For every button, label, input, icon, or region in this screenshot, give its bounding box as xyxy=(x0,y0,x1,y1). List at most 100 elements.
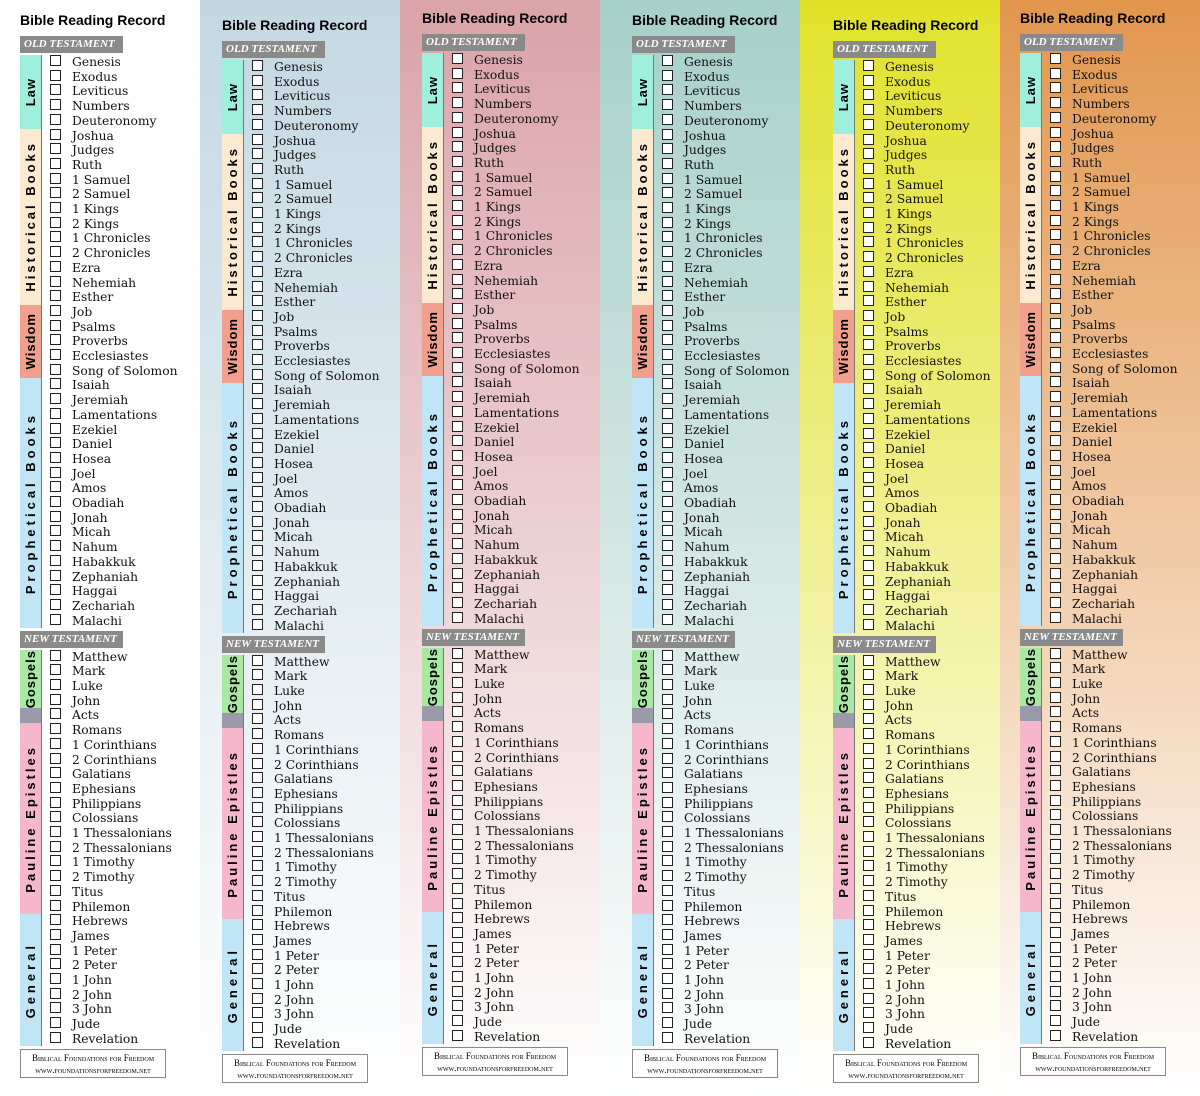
group-band: Pauline Epistles xyxy=(422,721,444,913)
checkbox xyxy=(662,172,673,184)
checkbox xyxy=(662,334,673,346)
checkbox xyxy=(863,412,874,424)
checkbox xyxy=(1050,258,1061,270)
book-name: 2 John xyxy=(474,985,514,1000)
checkbox xyxy=(452,332,463,344)
checkbox xyxy=(662,260,673,272)
checkbox xyxy=(252,889,263,901)
checkbox xyxy=(452,1015,463,1027)
book-name: 1 Samuel xyxy=(474,170,533,185)
book-name: 1 Kings xyxy=(72,202,119,216)
checkbox xyxy=(1050,868,1061,880)
book-name: 2 Samuel xyxy=(885,192,944,207)
book-name: Micah xyxy=(72,525,111,540)
checkbox xyxy=(662,987,673,999)
checkbox xyxy=(863,456,874,468)
group-band xyxy=(222,713,244,729)
group-label: Pauline Epistles xyxy=(23,744,38,893)
checkbox xyxy=(252,603,263,615)
checkbox xyxy=(863,786,874,798)
section-header: NEW TESTAMENT xyxy=(833,635,936,653)
book-name: Jude xyxy=(274,1022,302,1037)
checkbox xyxy=(452,464,463,476)
checkbox xyxy=(1050,170,1061,182)
checkbox xyxy=(50,172,61,184)
group-label: Law xyxy=(836,82,851,111)
checkbox xyxy=(252,148,263,160)
book-name: Daniel xyxy=(885,442,926,457)
checkbox xyxy=(252,530,263,542)
book-name: Deuteronomy xyxy=(1072,111,1157,126)
book-name: Ecclesiastes xyxy=(474,347,551,361)
bookmark: Bible Reading Record OLD TESTAMENT Law Gene… xyxy=(400,0,600,1096)
checkbox xyxy=(452,97,463,109)
group-band: Gospels xyxy=(833,654,855,714)
book-name: Philippians xyxy=(274,801,344,816)
book-name: 1 Timothy xyxy=(474,853,537,868)
book-name: Numbers xyxy=(684,99,742,114)
book-name: Joshua xyxy=(274,133,316,148)
checkbox xyxy=(1050,794,1061,806)
book-name: 2 Corinthians xyxy=(1072,750,1157,765)
checkbox xyxy=(252,698,263,710)
group-label: Pauline Epistles xyxy=(836,749,851,898)
book-name: Ezekiel xyxy=(684,422,730,437)
book-name: Ezra xyxy=(474,258,503,273)
group-band: General xyxy=(422,912,444,1045)
group-label: Wisdom xyxy=(635,313,650,370)
book-name: Matthew xyxy=(1072,647,1128,662)
book-name: 1 Corinthians xyxy=(72,737,157,752)
book-name: Hebrews xyxy=(684,914,740,929)
book-name: Esther xyxy=(474,288,516,303)
checkbox xyxy=(252,992,263,1004)
checkbox xyxy=(662,422,673,434)
bookmark: Bible Reading Record OLD TESTAMENT Law Gene… xyxy=(600,0,800,1096)
book-name: Haggai xyxy=(274,589,320,604)
checkbox xyxy=(863,295,874,307)
checkbox xyxy=(1050,897,1061,909)
book-name: 1 Kings xyxy=(885,207,932,221)
checkbox xyxy=(1050,494,1061,505)
group-band: Prophetical Books xyxy=(422,376,444,627)
book-name: Luke xyxy=(72,679,103,693)
checkbox xyxy=(662,466,673,478)
checkbox xyxy=(1050,449,1061,461)
book-name: Lamentations xyxy=(72,407,158,422)
checkbox xyxy=(863,669,874,681)
book-name: Revelation xyxy=(474,1029,541,1044)
group-label: Prophetical Books xyxy=(1023,410,1038,593)
checkbox xyxy=(1050,706,1061,718)
title: Bible Reading Record xyxy=(422,10,568,26)
book-name: 2 Thessalonians xyxy=(684,840,784,855)
book-name: Haggai xyxy=(474,582,520,597)
book-name: Zephaniah xyxy=(885,574,952,589)
book-name: Titus xyxy=(474,882,506,897)
checkbox xyxy=(452,1029,463,1041)
book-name: Hebrews xyxy=(885,919,941,934)
checkbox xyxy=(1050,1015,1061,1027)
checkbox xyxy=(452,538,463,550)
book-name: Philippians xyxy=(885,801,955,816)
book-name: 2 Timothy xyxy=(274,875,337,890)
book-name: Zechariah xyxy=(72,598,136,613)
checkbox xyxy=(1050,735,1061,747)
book-name: Ephesians xyxy=(885,786,949,801)
footer: Biblical Foundations for Freedom www.foun… xyxy=(1020,1046,1166,1076)
checkbox xyxy=(1050,317,1061,329)
book-name: Judges xyxy=(684,143,727,158)
book-name: Habakkuk xyxy=(274,559,338,574)
book-name: Philemon xyxy=(885,904,944,919)
checkbox xyxy=(662,69,673,81)
group-label: Historical Books xyxy=(225,146,240,297)
book-name: Joshua xyxy=(72,128,114,143)
book-name: Hosea xyxy=(1072,449,1112,464)
checkbox xyxy=(50,202,61,213)
book-name: 1 Thessalonians xyxy=(684,826,784,840)
group-band: Pauline Epistles xyxy=(632,723,654,915)
checkbox xyxy=(662,202,673,213)
book-name: Psalms xyxy=(684,319,728,334)
checkbox xyxy=(50,1017,61,1029)
book-name: Jeremiah xyxy=(885,398,942,413)
checkbox xyxy=(50,826,61,837)
section-header: NEW TESTAMENT xyxy=(632,630,735,648)
